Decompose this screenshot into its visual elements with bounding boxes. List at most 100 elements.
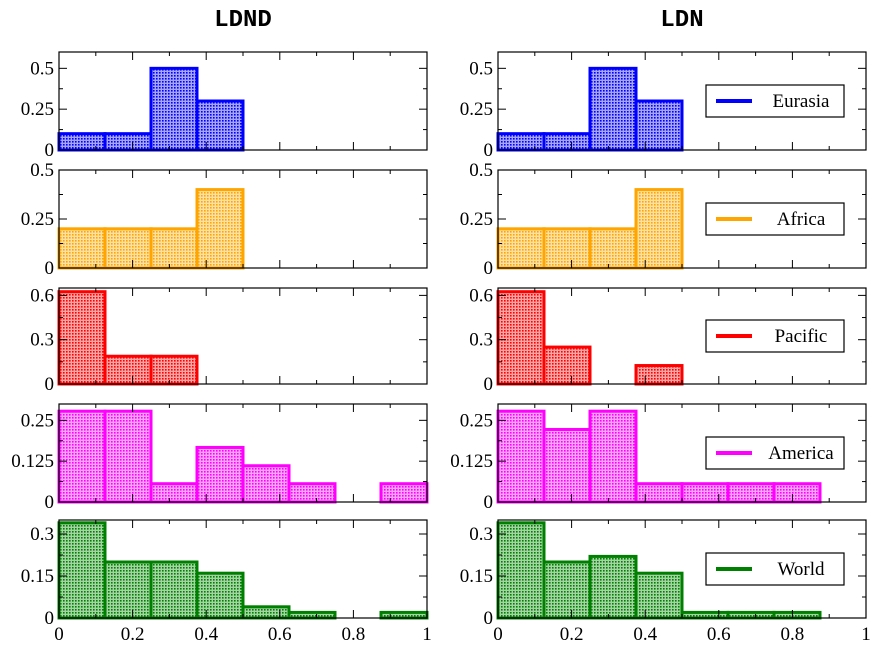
y-tick-label: 0.3 <box>30 524 54 545</box>
y-tick-label: 0.5 <box>30 160 54 181</box>
bar-ldn-america-bin-4 <box>680 482 730 504</box>
bar-ldnd-america-bin-5 <box>287 482 337 504</box>
panel-ldn-world: 0 0.15 0.3 0 0.2 0.4 0.6 0.8 1 World <box>460 519 871 645</box>
legend-eurasia: Eurasia <box>705 84 845 118</box>
x-tick-label: 0 <box>54 624 64 645</box>
x-tick-label: 1 <box>861 624 871 645</box>
y-tick-label: 0.25 <box>21 99 54 120</box>
y-tick-label: 0 <box>45 608 55 629</box>
bar-ldnd-eurasia-bin-0 <box>57 132 107 152</box>
x-tick-label: 0.2 <box>121 624 145 645</box>
bar-ldnd-america-bin-3 <box>195 445 245 504</box>
bar-ldnd-africa-bin-0 <box>57 227 107 270</box>
bar-ldnd-world-bin-3 <box>195 571 245 620</box>
bar-ldn-world-bin-5 <box>726 610 776 620</box>
y-tick-label: 0.6 <box>30 285 54 306</box>
bar-ldnd-world-bin-2 <box>149 560 199 620</box>
bar-ldn-pacific-bin-3 <box>634 364 684 386</box>
y-tick-label: 0.3 <box>469 524 493 545</box>
panel-ldnd-america: 0 0.125 0.25 <box>11 403 429 513</box>
x-tick-label: 0.6 <box>707 624 731 645</box>
legend-label-eurasia: Eurasia <box>773 91 831 112</box>
x-tick-label: 0.8 <box>781 624 805 645</box>
bar-ldn-america-bin-0 <box>496 409 546 504</box>
bar-ldn-america-bin-2 <box>588 409 638 504</box>
panel-ldnd-pacific: 0 0.3 0.6 <box>30 285 428 395</box>
bar-ldnd-eurasia-bin-3 <box>195 99 245 152</box>
bar-ldnd-america-bin-7 <box>379 482 429 504</box>
bar-ldn-america-bin-3 <box>634 482 684 504</box>
y-tick-label: 0 <box>45 492 55 513</box>
legend-world: World <box>705 552 845 586</box>
column-title-ldnd: LDND <box>214 7 272 34</box>
bar-ldn-eurasia-bin-1 <box>542 132 592 152</box>
panel-ldn-africa: 0 0.25 0.5 Africa <box>460 160 867 279</box>
x-tick-label: 0.8 <box>342 624 366 645</box>
x-tick-label: 1 <box>422 624 432 645</box>
bar-ldn-america-bin-6 <box>772 482 822 504</box>
y-tick-label: 0.25 <box>21 209 54 230</box>
y-tick-label: 0.125 <box>11 451 54 472</box>
legend-label-america: America <box>768 443 834 464</box>
y-tick-label: 0 <box>45 374 55 395</box>
bar-ldn-africa-bin-1 <box>542 227 592 270</box>
panel-ldn-pacific: 0 0.3 0.6 Pacific <box>469 285 867 395</box>
bar-ldn-eurasia-bin-2 <box>588 66 638 152</box>
bar-ldn-africa-bin-3 <box>634 188 684 270</box>
bar-ldnd-pacific-bin-1 <box>103 354 153 386</box>
y-tick-label: 0.5 <box>469 58 493 79</box>
y-tick-label: 0.125 <box>450 451 493 472</box>
bar-ldnd-america-bin-0 <box>57 409 107 504</box>
bar-ldn-eurasia-bin-0 <box>496 132 546 152</box>
bar-ldn-eurasia-bin-3 <box>634 99 684 152</box>
bar-ldn-world-bin-3 <box>634 571 684 620</box>
y-tick-label: 0 <box>484 374 494 395</box>
y-tick-label: 0.25 <box>21 410 54 431</box>
bar-ldn-america-bin-1 <box>542 427 592 504</box>
y-tick-label: 0.15 <box>21 566 54 587</box>
bar-ldn-africa-bin-0 <box>496 227 546 270</box>
y-tick-label: 0 <box>45 258 55 279</box>
bar-ldnd-eurasia-bin-2 <box>149 66 199 152</box>
y-tick-label: 0.3 <box>469 330 493 351</box>
bar-ldnd-america-bin-2 <box>149 482 199 504</box>
bar-ldn-world-bin-4 <box>680 610 730 620</box>
bar-ldnd-america-bin-1 <box>103 409 153 504</box>
legend-africa: Africa <box>705 202 845 236</box>
bar-ldn-world-bin-2 <box>588 554 638 620</box>
y-tick-label: 0.5 <box>30 58 54 79</box>
y-tick-label: 0 <box>484 608 494 629</box>
legend-america: America <box>705 436 845 470</box>
y-tick-label: 0.15 <box>460 566 493 587</box>
bar-ldnd-world-bin-5 <box>287 610 337 620</box>
x-tick-label: 0.6 <box>268 624 292 645</box>
legend-label-africa: Africa <box>777 209 826 230</box>
bar-ldn-pacific-bin-1 <box>542 345 592 386</box>
x-tick-label: 0.4 <box>633 624 657 645</box>
panel-ldnd-eurasia: 0 0.25 0.5 <box>21 51 428 161</box>
y-tick-label: 0.3 <box>30 330 54 351</box>
y-tick-label: 0 <box>45 140 55 161</box>
y-tick-label: 0.25 <box>460 99 493 120</box>
y-tick-label: 0.5 <box>469 160 493 181</box>
y-tick-label: 0 <box>484 492 494 513</box>
column-title-ldn: LDN <box>660 7 703 34</box>
bar-ldnd-world-bin-4 <box>241 605 291 620</box>
y-tick-label: 0.25 <box>460 209 493 230</box>
panel-ldn-america: 0 0.125 0.25 America <box>450 403 867 513</box>
y-tick-label: 0 <box>484 140 494 161</box>
legend-label-world: World <box>777 559 825 580</box>
bar-ldnd-america-bin-4 <box>241 464 291 504</box>
panel-ldnd-world: 0 0.15 0.3 0 0.2 0.4 0.6 0.8 1 <box>21 519 432 645</box>
panel-ldnd-africa: 0 0.25 0.5 <box>21 160 428 279</box>
bar-ldn-world-bin-0 <box>496 521 546 620</box>
y-tick-label: 0 <box>484 258 494 279</box>
y-tick-label: 0.25 <box>460 410 493 431</box>
y-tick-label: 0.6 <box>469 285 493 306</box>
x-tick-label: 0.4 <box>194 624 218 645</box>
bar-ldnd-eurasia-bin-1 <box>103 132 153 152</box>
bar-ldnd-africa-bin-3 <box>195 188 245 270</box>
legend-pacific: Pacific <box>705 319 845 353</box>
bar-ldn-america-bin-5 <box>726 482 776 504</box>
bar-ldn-world-bin-6 <box>772 610 822 620</box>
